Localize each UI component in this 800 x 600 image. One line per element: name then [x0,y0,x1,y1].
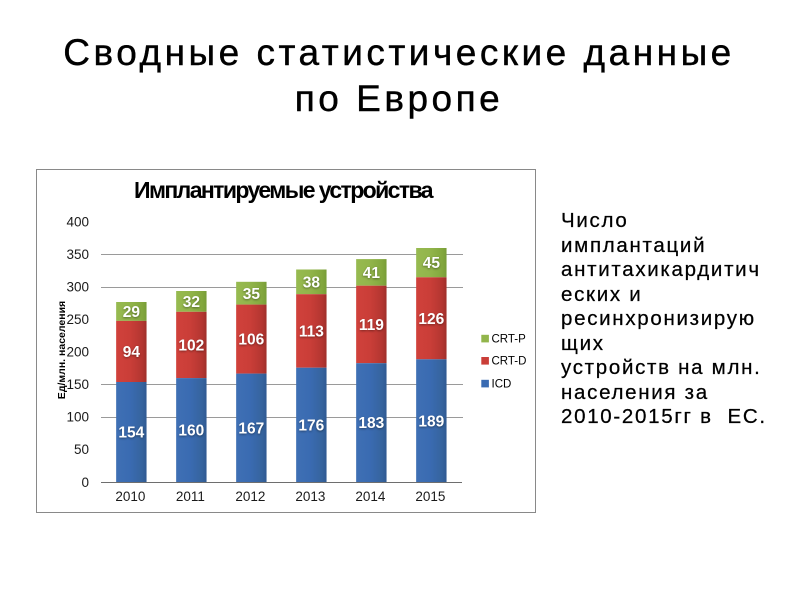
svg-text:167: 167 [238,421,264,438]
svg-text:Имплантируемые устройства: Имплантируемые устройства [134,177,434,203]
svg-text:29: 29 [123,304,141,321]
svg-text:150: 150 [66,377,89,392]
svg-text:50: 50 [74,442,89,457]
svg-text:35: 35 [243,286,261,303]
svg-text:41: 41 [363,265,381,282]
svg-text:2013: 2013 [295,489,325,504]
svg-text:119: 119 [359,317,384,334]
svg-text:189: 189 [418,414,444,431]
svg-text:2010: 2010 [115,489,145,504]
svg-text:400: 400 [66,215,89,230]
svg-text:38: 38 [303,275,321,292]
svg-text:94: 94 [123,344,141,361]
svg-text:CRT-P: CRT-P [492,333,527,345]
svg-text:350: 350 [66,247,89,262]
svg-text:102: 102 [178,338,204,355]
svg-text:ICD: ICD [492,378,512,390]
svg-text:200: 200 [66,345,89,360]
svg-text:100: 100 [66,410,89,425]
svg-text:176: 176 [298,418,324,435]
svg-text:2012: 2012 [235,489,265,504]
svg-text:126: 126 [418,311,444,328]
svg-text:45: 45 [423,255,441,272]
svg-text:2011: 2011 [176,489,205,504]
svg-text:183: 183 [358,415,384,432]
svg-text:32: 32 [183,294,200,311]
svg-text:106: 106 [238,332,264,349]
svg-text:2014: 2014 [355,489,386,504]
svg-text:154: 154 [118,425,144,442]
svg-text:Ед/млн. населения: Ед/млн. населения [56,301,68,399]
svg-text:300: 300 [66,280,89,295]
svg-text:0: 0 [81,475,89,490]
svg-text:160: 160 [178,423,204,440]
svg-text:CRT-D: CRT-D [492,356,527,368]
svg-text:250: 250 [66,312,89,327]
svg-text:2015: 2015 [415,489,445,504]
svg-text:113: 113 [299,324,324,341]
